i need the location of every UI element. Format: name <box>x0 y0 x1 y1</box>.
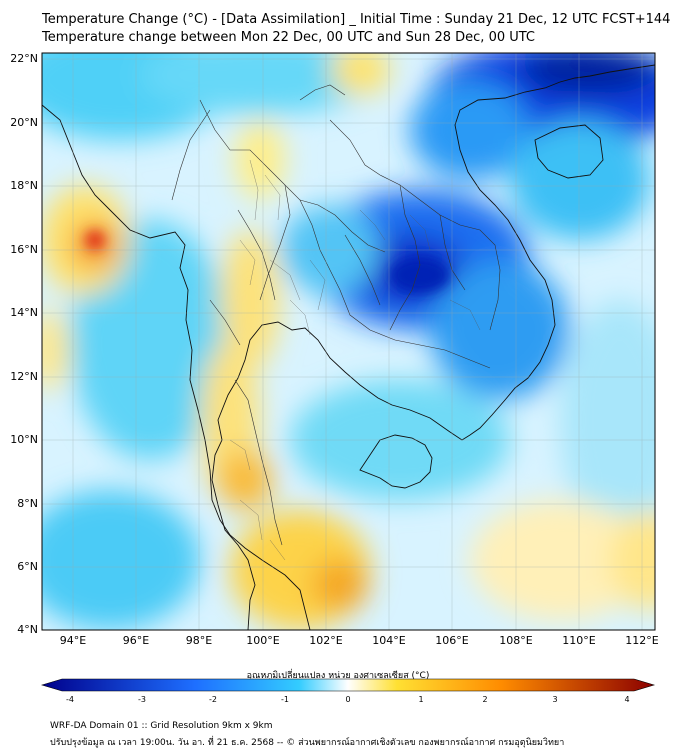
footer-model-info: WRF-DA Domain 01 :: Grid Resolution 9km … <box>50 721 273 731</box>
colorbar-tick: -2 <box>209 695 217 704</box>
cold-anomaly-core <box>390 257 450 293</box>
country-borders <box>171 84 501 546</box>
lat-label: 12°N <box>10 370 38 383</box>
lon-label: 112°E <box>625 634 659 647</box>
lon-label: 100°E <box>246 634 280 647</box>
lat-label: 18°N <box>10 179 38 192</box>
map-subtitle: Temperature change between Mon 22 Dec, 0… <box>42 30 536 45</box>
lon-label: 110°E <box>562 634 596 647</box>
colorbar-tick: 0 <box>345 695 351 704</box>
lat-label: 8°N <box>17 497 38 510</box>
lon-label: 102°E <box>309 634 343 647</box>
lat-label: 20°N <box>10 116 38 129</box>
colorbar-label: อุณหภูมิเปลี่ยนแปลง หน่วย องศาเซลเซียส (… <box>246 671 430 681</box>
lat-label: 14°N <box>10 306 38 319</box>
lon-label: 94°E <box>59 634 87 647</box>
colorbar-tick: -4 <box>66 695 74 704</box>
map-title: Temperature Change (°C) - [Data Assimila… <box>42 12 671 27</box>
colorbar-tick: 2 <box>482 695 488 704</box>
lat-label: 10°N <box>10 433 38 446</box>
lon-label: 106°E <box>435 634 469 647</box>
colorbar <box>40 678 656 692</box>
map-frame <box>41 52 656 631</box>
colorbar-tick: 1 <box>418 695 424 704</box>
province-borders <box>229 159 481 561</box>
lat-label: 4°N <box>17 623 38 636</box>
colorbar-tick: 4 <box>624 695 630 704</box>
colorbar-bar <box>40 678 656 692</box>
colorbar-tick: 3 <box>552 695 558 704</box>
lon-label: 98°E <box>185 634 213 647</box>
footer-credit: ปรับปรุงข้อมูล ณ เวลา 19:00น. วัน อา. ที… <box>50 738 565 748</box>
lon-label: 96°E <box>122 634 150 647</box>
lon-label: 104°E <box>372 634 406 647</box>
lat-label: 16°N <box>10 243 38 256</box>
colorbar-tick: -3 <box>138 695 146 704</box>
warm-anomaly-core <box>85 230 105 250</box>
lat-label: 6°N <box>17 560 38 573</box>
colorbar-tick: -1 <box>281 695 289 704</box>
lon-label: 108°E <box>499 634 533 647</box>
lat-label: 22°N <box>10 52 38 65</box>
temperature-change-map <box>41 52 656 631</box>
graticule <box>42 53 655 630</box>
